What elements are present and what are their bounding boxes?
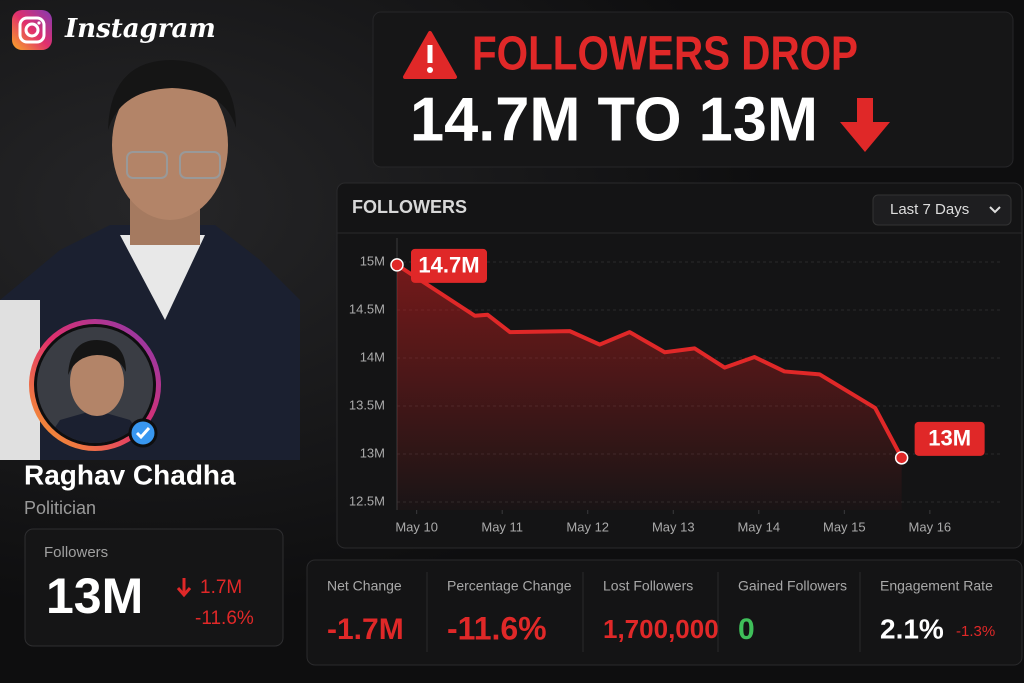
alert-subtitle: 14.7M TO 13M — [410, 85, 818, 154]
point — [894, 451, 909, 465]
period-label[interactable]: Last 7 Days — [890, 201, 969, 218]
x-tick-label: May 16 — [909, 519, 952, 534]
x-tick-label: May 11 — [481, 519, 523, 534]
y-tick-label: 15M — [360, 253, 385, 268]
stats-panel — [306, 559, 1023, 666]
stat-label: Percentage Change — [447, 578, 572, 594]
logo-lens — [24, 22, 40, 38]
y-tick-label: 12.5M — [349, 493, 385, 508]
stat-label: Lost Followers — [603, 578, 693, 594]
stat-value: -11.6% — [447, 610, 547, 646]
annotation-box — [914, 421, 985, 456]
stat-label: Net Change — [327, 578, 402, 594]
verified-check — [135, 427, 151, 440]
logo-outline — [18, 16, 46, 44]
avatar — [37, 327, 153, 443]
period-dropdown[interactable] — [872, 194, 1012, 226]
dropdown-caret[interactable] — [989, 206, 1001, 214]
stat-value: 1,700,000 — [603, 614, 719, 644]
stat-label: Gained Followers — [738, 578, 847, 594]
logo-dot — [37, 21, 41, 25]
y-tick-label: 14M — [360, 349, 385, 364]
warning-dot — [427, 67, 433, 73]
stat-value: 0 — [738, 613, 755, 646]
chart-title: FOLLOWERS — [352, 197, 467, 217]
stat-label: Engagement Rate — [880, 578, 993, 594]
y-tick-label: 13M — [360, 445, 385, 460]
point — [390, 258, 404, 272]
line — [395, 263, 904, 459]
x-tick-label: May 12 — [566, 519, 609, 534]
x-tick-label: May 10 — [395, 519, 438, 534]
annotation: 14.7M — [418, 253, 479, 278]
plot: 12.5M 13M 13.5M 14M 14.5M 15M May 10 May 11 May … — [349, 238, 1000, 534]
x-tick-label: May 13 — [652, 519, 695, 534]
instagram-logo — [12, 10, 52, 50]
stats: Net Change -1.7M Percentage Change -11.6% Lo… — [327, 572, 995, 652]
followers-card — [24, 528, 284, 647]
annotation: 13M — [928, 426, 971, 451]
followers-value: 13M — [46, 568, 143, 624]
down-arrow — [176, 578, 192, 598]
stat-value: -1.7M — [327, 613, 404, 646]
profile-name: Raghav Chadha — [24, 459, 236, 490]
stat-change: -1.3% — [956, 623, 995, 640]
profile-role: Politician — [24, 498, 96, 518]
followers-percent: -11.6% — [195, 608, 254, 629]
stat-value: 2.1% — [880, 613, 944, 644]
annotation-box — [411, 248, 487, 283]
line-area — [397, 264, 902, 510]
warning-bar — [427, 45, 433, 63]
alert-title: FOLLOWERS DROP — [472, 28, 858, 81]
y-tick-label: 14.5M — [349, 301, 385, 316]
y-tick-label: 13.5M — [349, 397, 385, 412]
followers-label: Followers — [44, 544, 108, 561]
brand-name: Instagram — [64, 14, 216, 44]
x-tick-label: May 15 — [823, 519, 866, 534]
followers-change: 1.7M — [200, 577, 242, 598]
x-tick-label: May 14 — [737, 519, 780, 534]
alert-arrow — [840, 98, 890, 152]
